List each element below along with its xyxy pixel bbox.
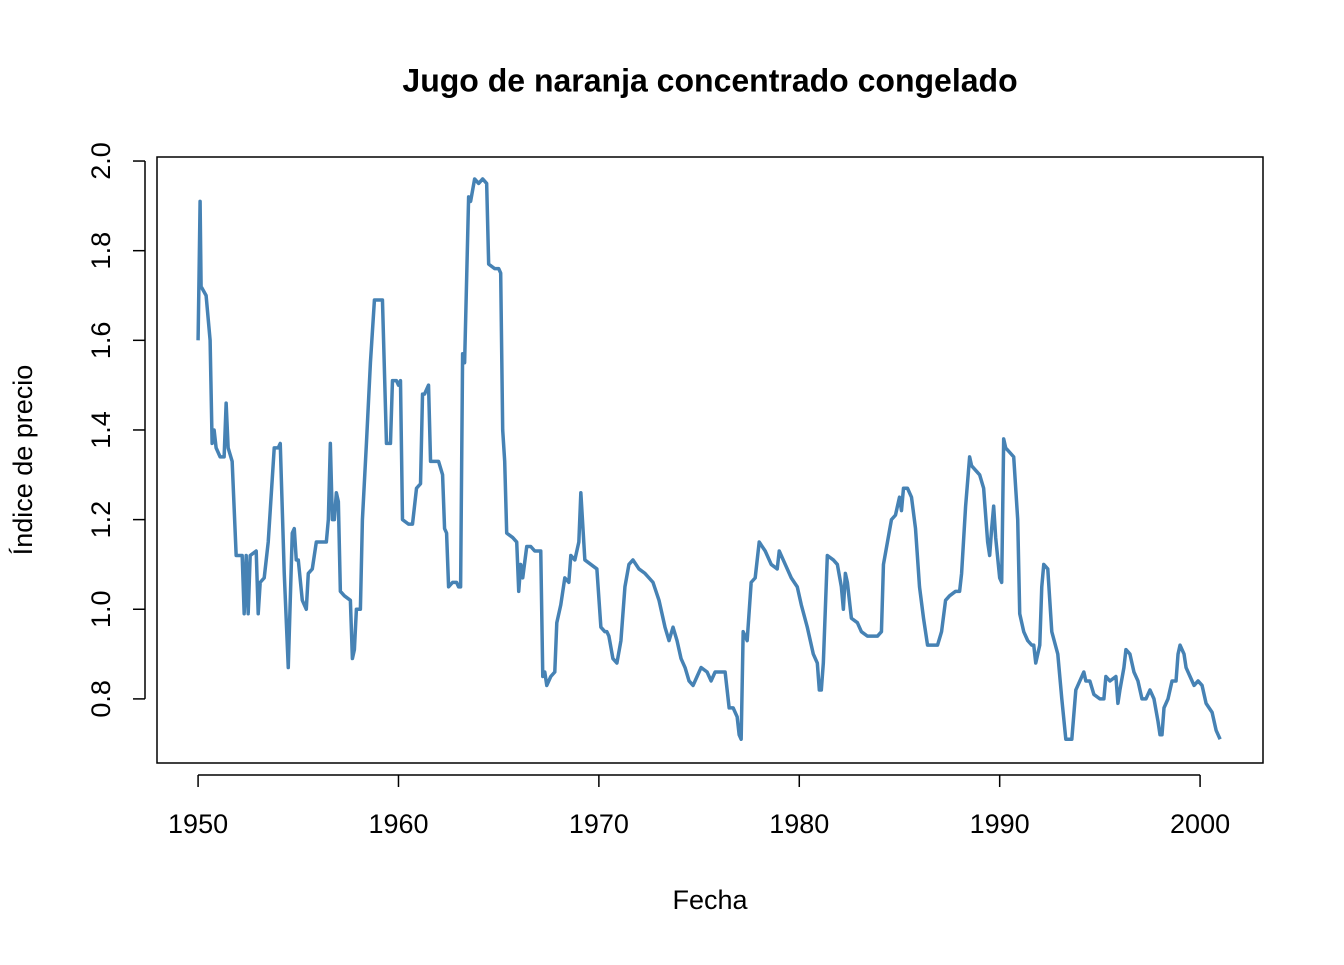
y-tick-label: 1.4 xyxy=(86,411,116,449)
chart-title: Jugo de naranja concentrado congelado xyxy=(402,62,1017,98)
data-line xyxy=(196,177,1222,741)
x-axis-label: Fecha xyxy=(672,885,748,915)
x-tick-label: 1960 xyxy=(368,809,428,839)
x-tick-label: 2000 xyxy=(1170,809,1230,839)
y-tick-label: 2.0 xyxy=(86,142,116,180)
x-tick-label: 1990 xyxy=(970,809,1030,839)
y-tick-label: 0.8 xyxy=(86,680,116,718)
x-tick-label: 1970 xyxy=(569,809,629,839)
plot-frame xyxy=(156,156,1264,764)
y-tick-label: 1.2 xyxy=(86,501,116,539)
y-tick-label: 1.6 xyxy=(86,322,116,360)
y-axis-label: Índice de precio xyxy=(8,365,38,556)
x-tick-label: 1980 xyxy=(769,809,829,839)
x-tick-label: 1950 xyxy=(168,809,228,839)
y-tick-label: 1.0 xyxy=(86,590,116,628)
y-tick-label: 1.8 xyxy=(86,232,116,270)
